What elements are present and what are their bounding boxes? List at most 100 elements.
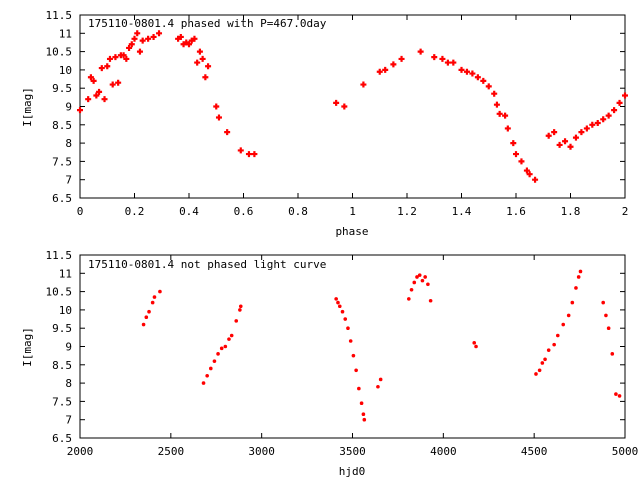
data-point [428, 298, 433, 303]
y-tick-label: 7 [65, 414, 72, 427]
data-point [594, 119, 601, 126]
data-point [552, 342, 556, 347]
data-point [144, 315, 149, 320]
data-point [537, 368, 542, 373]
data-point [145, 35, 152, 42]
data-point [572, 134, 579, 141]
y-tick-label: 11 [59, 27, 72, 40]
y-tick-label: 11 [59, 267, 72, 280]
data-point [90, 77, 97, 84]
data-point [545, 132, 552, 139]
data-point [156, 30, 163, 37]
y-tick-label: 11.5 [46, 9, 73, 22]
x-tick-label: 0.6 [234, 205, 254, 218]
data-point [426, 282, 430, 287]
data-point [417, 48, 424, 55]
data-point [513, 151, 519, 158]
data-point [423, 275, 427, 279]
data-point [346, 326, 350, 331]
y-tick-label: 8 [65, 377, 72, 390]
data-point [333, 99, 340, 106]
data-point [213, 103, 220, 110]
x-tick-label: 2500 [158, 445, 185, 458]
data-point [351, 353, 356, 358]
data-point [576, 275, 581, 279]
x-tick-label: 2 [622, 205, 629, 218]
data-point [209, 366, 213, 371]
data-point [390, 61, 397, 68]
data-point [510, 140, 517, 147]
data-point [216, 352, 220, 356]
data-point [158, 289, 162, 294]
y-tick-label: 8.5 [52, 359, 72, 372]
data-point [493, 101, 500, 108]
y-tick-label: 7.5 [52, 395, 72, 408]
data-point [502, 112, 509, 119]
data-point [205, 373, 209, 378]
y-tick-label: 8.5 [52, 119, 72, 132]
data-point [605, 112, 612, 119]
y-axis-label: I[mag] [21, 87, 34, 127]
unphased-light-curve-panel: 2000 2500 3000 3500 4000 4500 5000 6.5 7 7.5 8 8.5… [21, 249, 638, 478]
x-tick-label: 0 [77, 205, 84, 218]
x-tick-label: 1.2 [397, 205, 417, 218]
x-tick-label: 0.2 [125, 205, 145, 218]
data-point [431, 54, 438, 61]
data-point [196, 48, 203, 55]
data-point [616, 99, 623, 106]
data-point [562, 138, 569, 145]
data-point [212, 359, 217, 363]
data-point [458, 66, 465, 73]
x-tick-label: 1 [349, 205, 356, 218]
data-point [491, 90, 498, 97]
data-point [139, 37, 146, 44]
data-point [359, 401, 364, 406]
data-point [606, 326, 611, 331]
data-point [472, 341, 477, 345]
x-tick-label: 0.8 [288, 205, 308, 218]
data-point [237, 147, 244, 154]
data-point [126, 44, 133, 51]
data-point [341, 103, 348, 110]
data-point [578, 269, 583, 274]
data-point [336, 300, 340, 305]
data-point [589, 121, 596, 128]
y-tick-labels: 6.5 7 7.5 8 8.5 9 9.5 10 10.5 11 11.5 [46, 249, 73, 445]
data-point [104, 63, 111, 70]
y-tick-label: 9.5 [52, 82, 72, 95]
data-point [96, 88, 103, 95]
data-point [450, 59, 457, 66]
data-point [357, 386, 361, 391]
chart-title: 175110-0801.4 not phased light curve [88, 258, 326, 271]
data-point [109, 81, 116, 88]
data-point [526, 171, 533, 178]
y-tick-label: 6.5 [52, 192, 72, 205]
data-point [360, 81, 367, 88]
data-point [150, 33, 157, 40]
data-point [227, 337, 231, 341]
x-tick-label: 0.4 [179, 205, 199, 218]
x-axis-label: hjd0 [339, 465, 366, 478]
y-tick-label: 7.5 [52, 155, 72, 168]
chart-title: 175110-0801.4 phased with P=467.0day [88, 17, 327, 30]
data-point [614, 392, 618, 396]
y-axis-label: I[mag] [21, 327, 34, 367]
data-point [556, 141, 563, 148]
data-point [136, 48, 143, 55]
data-point [224, 129, 231, 136]
data-point [106, 55, 113, 62]
y-tick-label: 7 [65, 174, 72, 187]
y-tick-label: 9 [65, 341, 72, 354]
data-point [199, 55, 206, 62]
data-point [112, 54, 119, 61]
data-point [201, 381, 206, 385]
data-point [567, 143, 574, 150]
data-point [604, 313, 608, 318]
data-point [551, 129, 558, 136]
data-point [546, 348, 551, 352]
data-point [378, 377, 383, 382]
data-point [532, 176, 539, 183]
x-tick-label: 1.6 [506, 205, 526, 218]
data-point [229, 333, 234, 338]
